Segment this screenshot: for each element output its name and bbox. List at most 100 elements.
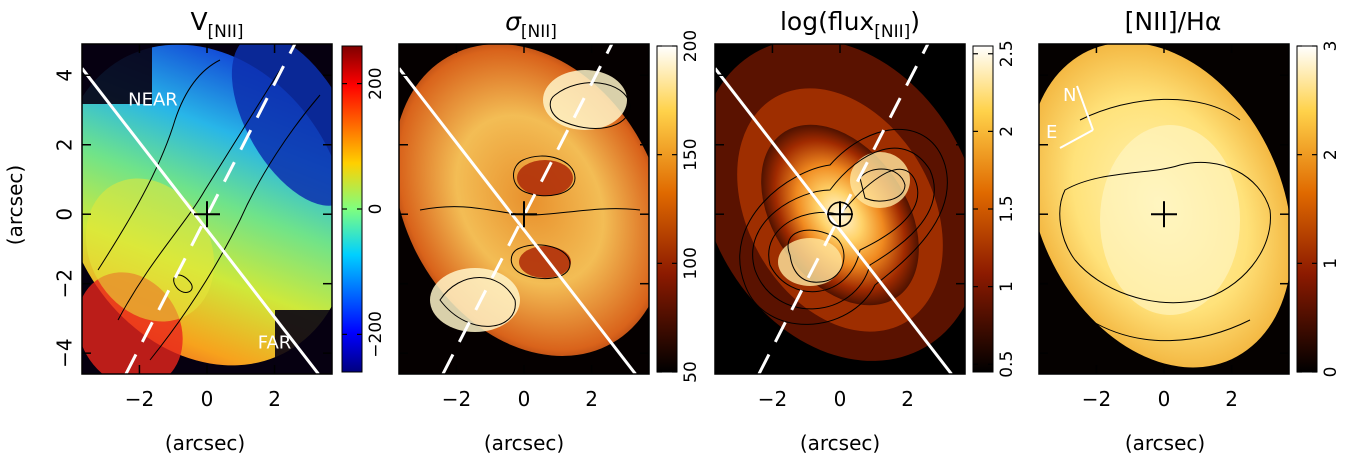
y-tick-label: 2 xyxy=(53,138,77,151)
panel-velocity-title: V[NII] xyxy=(190,7,243,42)
colorbar-velocity-ticks: −200 0 200 xyxy=(342,67,386,358)
velocity-corner-mask xyxy=(275,310,332,374)
colorbar-tick-label: 3 xyxy=(1321,41,1341,52)
x-tick-label: −2 xyxy=(125,387,154,411)
panel-ratio: N E −2 0 2 0 1 2 3 [NII]/Hα (arcsec) xyxy=(1038,7,1341,455)
y-tick-label: 4 xyxy=(53,69,77,82)
x-tick-label: 2 xyxy=(901,387,914,411)
colorbar-tick-label: 1 xyxy=(1321,258,1341,269)
center-cross-marker xyxy=(1151,201,1177,228)
x-tick-label: −2 xyxy=(1082,387,1111,411)
title-main: V xyxy=(190,7,207,36)
major-axis-line xyxy=(399,67,637,374)
flux-contour xyxy=(739,128,948,325)
major-axis-line xyxy=(715,67,953,374)
colorbar-tick-label: 50 xyxy=(681,361,701,383)
colorbar-tick-label: 0 xyxy=(1321,367,1341,378)
y-axis-label: (arcsec) xyxy=(3,165,27,245)
velocity-contour xyxy=(149,94,321,361)
title-subscript: [NII] xyxy=(521,22,557,42)
center-circle-marker xyxy=(827,201,853,227)
panel-velocity-axes: −2 0 2 −4 −2 0 2 4 xyxy=(53,44,332,411)
colorbar-tick-label: 0 xyxy=(366,204,386,215)
x-axis-label-1: (arcsec) xyxy=(165,431,245,455)
velocity-blob-blue-edge xyxy=(231,44,332,206)
kinematic-axis-line xyxy=(757,44,930,374)
colorbar-dispersion xyxy=(656,45,678,373)
compass-north-label: N xyxy=(1063,85,1076,106)
velocity-contour xyxy=(117,69,281,321)
panel-flux-title: log(flux[NII]) xyxy=(780,7,920,42)
ratio-contour xyxy=(1059,161,1271,304)
colorbar-tick-label: 150 xyxy=(681,138,701,170)
dispersion-low-region xyxy=(519,246,571,278)
center-cross-marker xyxy=(194,201,220,228)
ratio-map-center xyxy=(1100,125,1240,315)
colorbar-tick-label: 0.5 xyxy=(997,351,1017,378)
title-subscript: [NII] xyxy=(208,22,244,42)
panel-dispersion-title: σ[NII] xyxy=(505,7,557,42)
colorbar-tick-label: 100 xyxy=(681,247,701,279)
compass-north-line xyxy=(1076,85,1094,131)
dispersion-highlight xyxy=(543,70,627,130)
dispersion-highlight xyxy=(430,268,520,332)
dispersion-contour xyxy=(510,244,571,280)
flux-contour xyxy=(787,229,845,283)
title-main: log(flux xyxy=(780,7,874,36)
kinematic-axis-line xyxy=(124,44,297,374)
kinematic-axis-line xyxy=(441,44,614,374)
panel-velocity: NEAR FAR −2 0 2 −4 −2 0 2 4 −200 0 2 0 0 V[NII] (ar… xyxy=(3,7,386,455)
y-tick-label: −4 xyxy=(53,338,77,367)
colorbar-tick-label: 2 xyxy=(997,126,1017,137)
annotation-far: FAR xyxy=(258,333,292,354)
colorbar-ratio xyxy=(1296,45,1318,373)
velocity-contour xyxy=(173,274,193,293)
compass-east-line xyxy=(1059,129,1094,149)
flux-contour xyxy=(752,147,935,310)
y-tick-label: −2 xyxy=(53,269,77,298)
ratio-contour xyxy=(1079,98,1241,121)
title-main: σ xyxy=(505,7,522,36)
x-tick-label: 2 xyxy=(585,387,598,411)
dispersion-low-region xyxy=(517,160,573,196)
x-tick-label: 0 xyxy=(834,387,847,411)
panel-dispersion-axes: −2 0 2 xyxy=(399,44,649,411)
ratio-contour xyxy=(1089,319,1251,342)
compass-east-label: E xyxy=(1046,122,1057,143)
colorbar-tick-label: 2.5 xyxy=(997,40,1017,67)
colorbar-dispersion-ticks: 50 100 150 200 xyxy=(657,30,701,383)
panel-dispersion: −2 0 2 50 100 150 200 σ[NII] (arcsec) xyxy=(398,7,701,455)
colorbar-ratio-ticks: 0 1 2 3 xyxy=(1297,41,1341,378)
colorbar-tick-label: 200 xyxy=(681,30,701,62)
x-tick-label: −2 xyxy=(442,387,471,411)
x-axis-label-4: (arcsec) xyxy=(1125,431,1205,455)
x-tick-label: 0 xyxy=(201,387,214,411)
x-tick-label: 2 xyxy=(1225,387,1238,411)
center-cross-marker xyxy=(511,201,537,228)
velocity-corner-mask xyxy=(82,44,152,104)
colorbar-tick-label: 1.5 xyxy=(997,195,1017,222)
panel-ratio-axes: −2 0 2 xyxy=(1039,44,1289,411)
flux-contour xyxy=(859,168,906,202)
colorbar-tick-label: 2 xyxy=(1321,149,1341,160)
annotation-near: NEAR xyxy=(128,90,178,111)
major-axis-line xyxy=(82,67,320,374)
x-axis-label-3: (arcsec) xyxy=(800,431,880,455)
flux-contour xyxy=(768,168,919,293)
colorbar-flux-ticks: 0.5 1 1.5 2 2.5 xyxy=(973,40,1017,378)
panel-flux-axes: −2 0 2 xyxy=(715,44,965,411)
dispersion-contour xyxy=(513,155,576,197)
x-tick-label: 0 xyxy=(1158,387,1171,411)
title-subscript: [NII] xyxy=(874,22,910,42)
center-cross-marker xyxy=(827,201,853,228)
flux-knot xyxy=(778,238,842,286)
colorbar-tick-label: −200 xyxy=(366,311,386,358)
y-tick-label: 0 xyxy=(53,208,77,221)
x-tick-label: 0 xyxy=(518,387,531,411)
dispersion-contour xyxy=(549,82,631,129)
title-end: ) xyxy=(910,7,920,36)
velocity-contour xyxy=(97,59,221,271)
x-tick-label: 2 xyxy=(268,387,281,411)
velocity-blob-yellow xyxy=(85,178,215,322)
